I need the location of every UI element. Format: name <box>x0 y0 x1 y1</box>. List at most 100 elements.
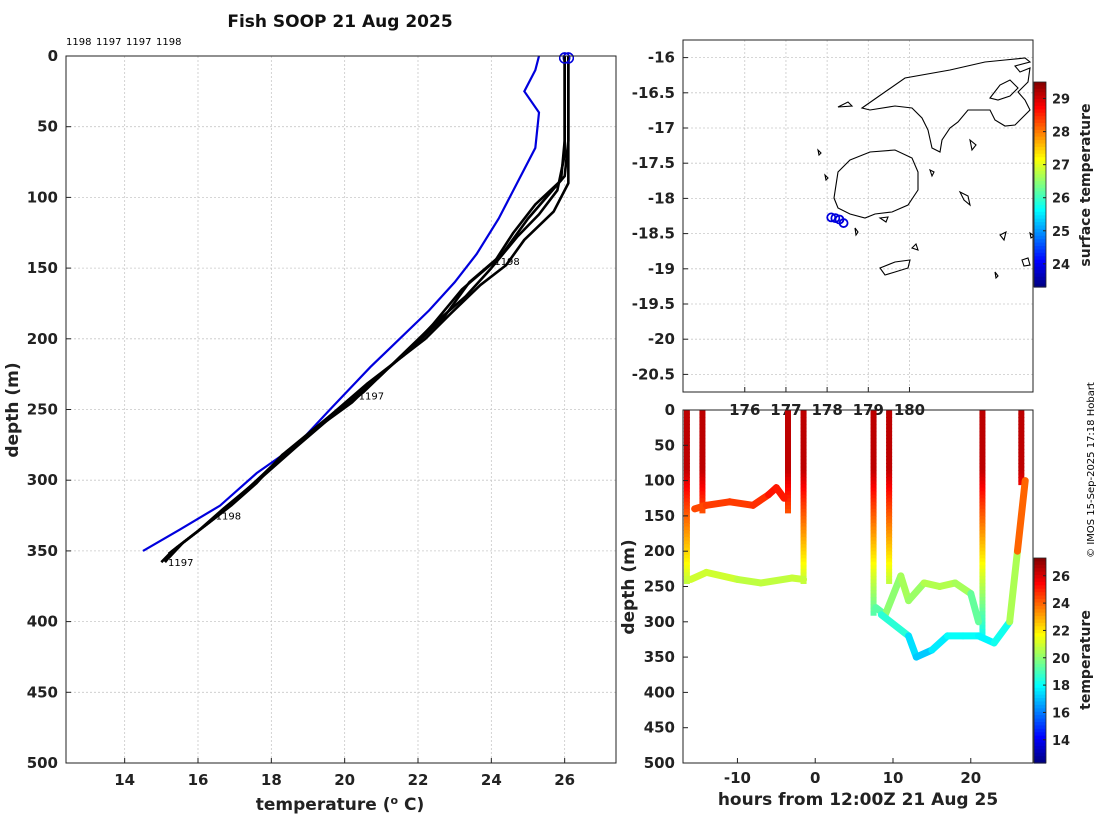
map-ticks: -16 -16.5 -17 -17.5 -18 -18.5 -19 -19.5 -20 -20.5… <box>632 49 925 419</box>
section-cast-cell <box>785 473 791 479</box>
section-colorbar-segment <box>1034 660 1046 665</box>
map-colorbar-segment <box>1034 164 1046 169</box>
section-cast-cell <box>683 579 690 584</box>
section-cast-cell <box>785 424 791 429</box>
section-cast-cell <box>785 477 791 482</box>
section-cast-cell <box>800 572 807 577</box>
section-cast-cell <box>699 487 706 493</box>
section-cast-cell <box>870 597 877 602</box>
section-cast-cell <box>699 420 706 426</box>
section-cast-cell <box>683 544 690 549</box>
section-cast-cell <box>683 420 690 426</box>
section-cast-cell <box>886 466 893 472</box>
section-xtick-label: 10 <box>883 769 904 787</box>
section-cast-cell <box>979 466 986 472</box>
section-cast-cell <box>870 579 877 584</box>
section-cast-cell <box>683 505 690 510</box>
section-cast-cell <box>979 480 986 486</box>
section-colorbar-segment <box>1034 595 1046 600</box>
section-cast-cell <box>886 572 893 577</box>
section-cast-cell <box>979 470 986 475</box>
section-cast-cell <box>870 473 877 479</box>
section-cast-cell <box>870 431 877 436</box>
section-cast-cell <box>683 480 690 486</box>
section-cast-cell <box>800 522 807 528</box>
map-colorbar-segment <box>1034 140 1046 145</box>
section-colorbar-segment <box>1034 687 1046 692</box>
map-panel: -16 -16.5 -17 -17.5 -18 -18.5 -19 -19.5 -20 -20.5… <box>632 39 1094 419</box>
section-colorbar-segment <box>1034 653 1046 658</box>
section-cast-cell <box>979 420 986 426</box>
map-colorbar-segment <box>1034 160 1046 165</box>
section-cast-cell <box>785 413 791 419</box>
section-cast-cell <box>683 572 690 577</box>
section-cast-cell <box>979 568 986 574</box>
map-colorbar-segment <box>1034 129 1046 134</box>
section-colorbar-segment <box>1034 650 1046 655</box>
section-cast-cell <box>979 505 986 510</box>
section-cast-cell <box>699 494 706 500</box>
section-cast-cell <box>870 452 877 457</box>
section-cast-cell <box>800 512 807 517</box>
map-colorbar-segment <box>1034 167 1046 172</box>
section-cast-cell <box>886 473 893 479</box>
section-cast-cell <box>979 533 986 539</box>
section-cast-cell <box>683 448 690 454</box>
profile-drop-label: 1198 <box>494 257 519 268</box>
section-cast-cell <box>870 470 877 475</box>
section-track-segment <box>897 572 913 605</box>
section-track-segment <box>967 590 983 626</box>
section-colorbar-tick-label: 22 <box>1052 624 1070 639</box>
section-colorbar-segment <box>1034 759 1046 764</box>
section-cast-cell <box>979 459 986 464</box>
section-cast-cell <box>800 455 807 461</box>
map-colorbar-segment <box>1034 95 1046 100</box>
section-cast-cell <box>800 554 807 560</box>
section-colorbar-segment <box>1034 578 1046 583</box>
map-colorbar-segment <box>1034 235 1046 240</box>
section-cast-cell <box>886 512 893 517</box>
section-cast-cell <box>785 466 791 472</box>
section-cast-cell <box>1018 420 1025 426</box>
section-cast-cell <box>800 558 807 563</box>
section-cast-cell <box>870 515 877 521</box>
section-cast-cell <box>979 565 986 570</box>
section-cast-cell <box>683 575 690 581</box>
map-frame <box>682 39 1034 393</box>
island-taveuni <box>989 79 1019 101</box>
section-cast-cell <box>699 491 706 496</box>
section-cast-cell <box>979 611 986 616</box>
section-cast-cell <box>979 593 986 599</box>
section-colorbar-segment <box>1034 735 1046 740</box>
section-colorbar-segment <box>1034 588 1046 593</box>
map-colorbar-segment <box>1034 249 1046 254</box>
section-colorbar-segment <box>1034 752 1046 757</box>
section-cast-cell <box>870 441 877 447</box>
section-cast-cell <box>886 537 893 542</box>
section-cast-cell <box>683 522 690 528</box>
map-colorbar-segment <box>1034 177 1046 182</box>
section-cast-cell <box>870 551 877 556</box>
section-colorbar-segment <box>1034 626 1046 631</box>
map-colorbar-segment <box>1034 136 1046 141</box>
section-cast-cell <box>683 410 690 415</box>
section-cast-cell <box>886 501 893 507</box>
section-cast-cell <box>683 466 690 472</box>
section-cast-cell <box>800 441 807 447</box>
section-cast-cell <box>870 590 877 595</box>
section-cast-cell <box>1018 452 1025 457</box>
profile-ticks: 14 16 18 20 22 24 26 0 50 100 150 200 250 300 350 400 45… <box>27 37 575 789</box>
section-colorbar-segment <box>1034 728 1046 733</box>
section-colorbar-segment <box>1034 558 1046 563</box>
map-colorbar-segment <box>1034 205 1046 210</box>
profile-ytick-label: 450 <box>27 683 58 701</box>
section-cast-cell <box>683 491 690 496</box>
section-cast-cell <box>785 470 791 475</box>
section-cast-cell <box>870 508 877 514</box>
section-cast-cell <box>800 491 807 496</box>
section-ytick-label: 400 <box>644 683 675 701</box>
section-cast-cell <box>683 561 690 567</box>
section-cast-cell <box>886 575 893 581</box>
section-cast-cell <box>886 565 893 570</box>
section-cast-cell <box>785 480 791 486</box>
